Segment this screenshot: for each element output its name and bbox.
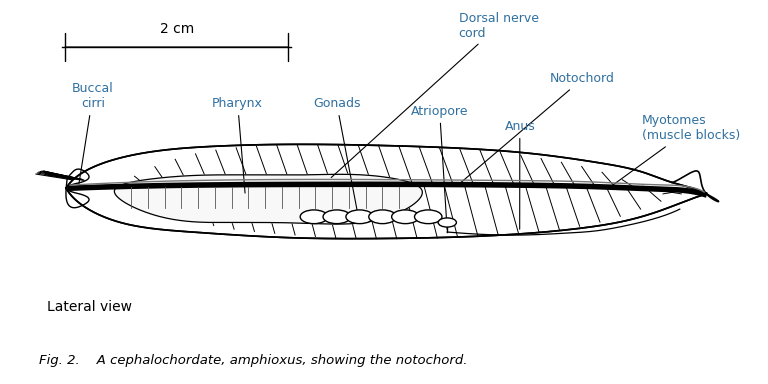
Circle shape: [392, 210, 419, 223]
Text: Fig. 2.    A cephalochordate, amphioxus, showing the notochord.: Fig. 2. A cephalochordate, amphioxus, sh…: [39, 354, 468, 367]
Circle shape: [369, 210, 396, 223]
Polygon shape: [66, 144, 707, 238]
Text: Notochord: Notochord: [461, 72, 615, 182]
Polygon shape: [114, 174, 422, 224]
Circle shape: [346, 210, 373, 223]
Text: Buccal
cirri: Buccal cirri: [72, 82, 114, 189]
Circle shape: [415, 210, 442, 223]
Circle shape: [438, 218, 456, 227]
Circle shape: [323, 210, 350, 223]
Text: Gonads: Gonads: [313, 97, 360, 221]
Text: Pharynx: Pharynx: [212, 97, 263, 193]
Text: Lateral view: Lateral view: [47, 300, 132, 314]
Text: Dorsal nerve
cord: Dorsal nerve cord: [331, 12, 538, 177]
Text: Atriopore: Atriopore: [411, 105, 468, 229]
Text: Myotomes
(muscle blocks): Myotomes (muscle blocks): [614, 114, 740, 185]
Text: Anus: Anus: [505, 120, 535, 229]
Circle shape: [300, 210, 328, 223]
Text: 2 cm: 2 cm: [160, 22, 194, 36]
